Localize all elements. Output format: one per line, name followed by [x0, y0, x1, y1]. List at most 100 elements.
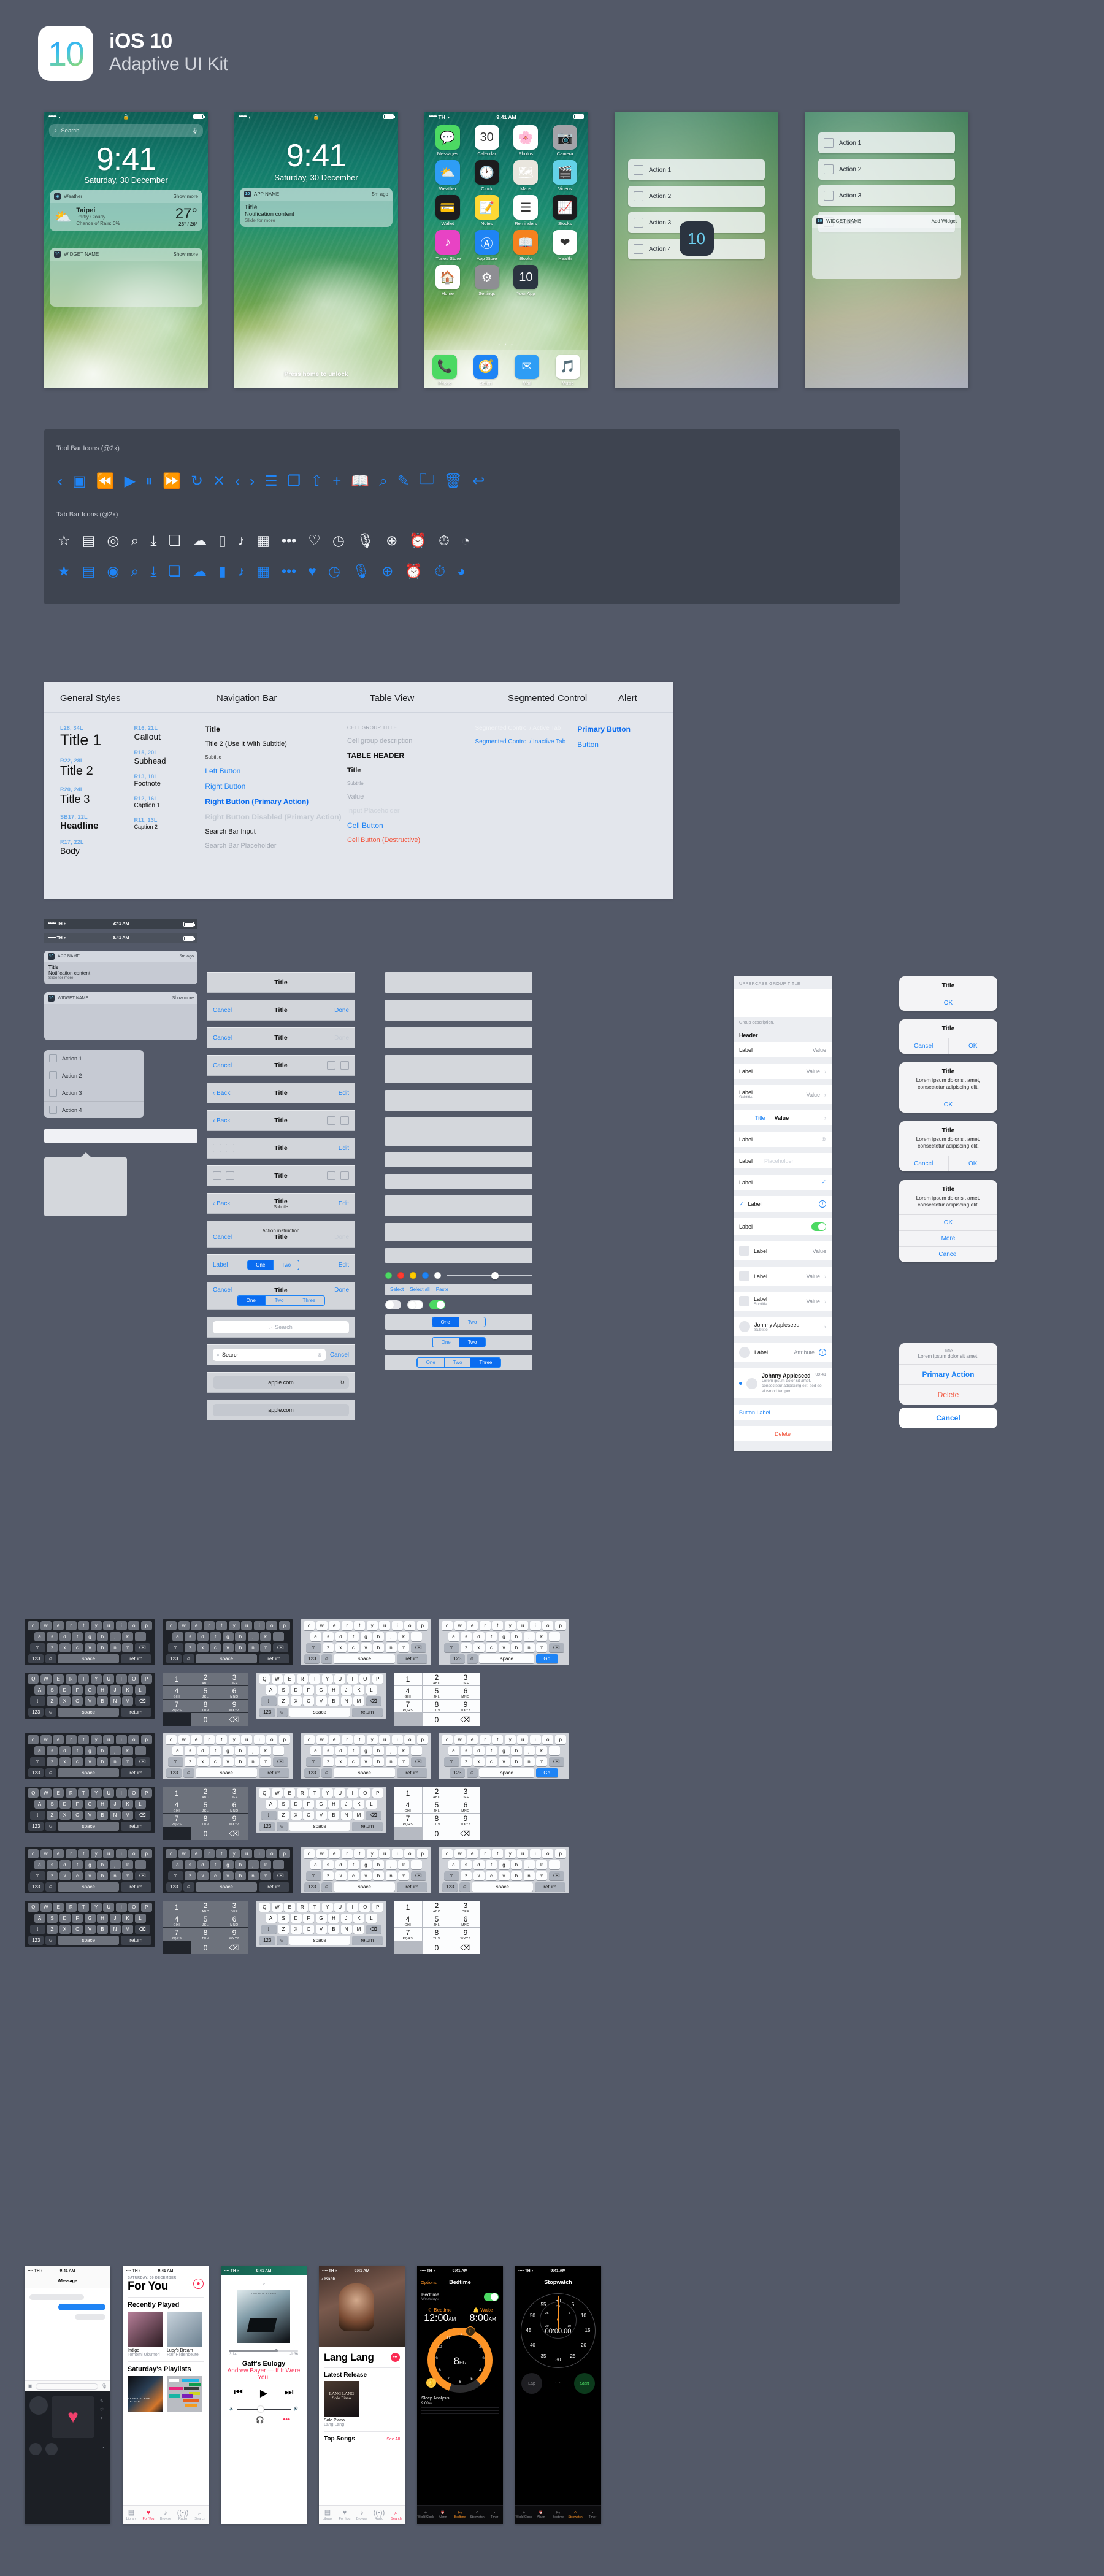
segment-three[interactable]: Three	[470, 1358, 501, 1367]
key-v[interactable]: v	[222, 1643, 234, 1652]
chevron-up-icon[interactable]: ⌃	[101, 2446, 105, 2452]
share-icon[interactable]: ⇧	[310, 473, 323, 489]
key-d[interactable]: d	[59, 1746, 71, 1755]
maps-icon[interactable]: 🗺	[513, 160, 539, 185]
home-app[interactable]: 📷 Camera	[545, 125, 585, 156]
key-R[interactable]: R	[296, 1674, 308, 1684]
key-O[interactable]: O	[359, 1674, 371, 1684]
home-app[interactable]: 🏠 Home	[428, 265, 467, 296]
album-item[interactable]: Lucy's Dream Ralf Hildenbeutel	[167, 2312, 202, 2357]
key-X[interactable]: X	[290, 1925, 302, 1934]
mic-icon[interactable]: 🎙	[190, 127, 198, 134]
backspace-key[interactable]: ⌫	[548, 1871, 564, 1880]
key-I[interactable]: I	[115, 1903, 127, 1912]
key-j[interactable]: j	[523, 1860, 535, 1869]
key-I[interactable]: I	[347, 1903, 358, 1912]
key-a[interactable]: a	[310, 1746, 321, 1755]
delete-button[interactable]: Delete	[899, 1384, 997, 1405]
key-M[interactable]: M	[353, 1811, 364, 1820]
key-g[interactable]: g	[498, 1860, 510, 1869]
numkey-6[interactable]: 6 MNO	[451, 1686, 480, 1699]
key-Y[interactable]: Y	[321, 1903, 333, 1912]
fire-icon[interactable]: ✦	[100, 2417, 104, 2421]
key-w[interactable]: w	[40, 1621, 52, 1630]
key-M[interactable]: M	[122, 1811, 133, 1820]
key-g[interactable]: g	[498, 1746, 510, 1755]
timer-icon[interactable]: ⏱	[434, 563, 446, 579]
key-t[interactable]: t	[492, 1849, 504, 1858]
toggle-off-light[interactable]	[407, 1300, 423, 1309]
key-k[interactable]: k	[536, 1746, 547, 1755]
key-x[interactable]: x	[59, 1871, 71, 1880]
key-e[interactable]: e	[467, 1735, 478, 1744]
ibooks-icon[interactable]: 📖	[513, 230, 539, 255]
stocks-icon[interactable]: 📈	[553, 195, 578, 220]
numkey-9[interactable]: 9 WXYZ	[220, 1700, 248, 1712]
key-a[interactable]: a	[172, 1746, 183, 1755]
key-i[interactable]: i	[115, 1621, 127, 1630]
key-V[interactable]: V	[315, 1925, 327, 1934]
key-y[interactable]: y	[90, 1621, 102, 1630]
key-p[interactable]: p	[278, 1849, 290, 1858]
nav-left-button[interactable]: ‹ Back	[213, 1117, 231, 1124]
key-M[interactable]: M	[353, 1925, 364, 1934]
cloud-icon[interactable]: ☁	[193, 532, 207, 548]
key-U[interactable]: U	[334, 1674, 346, 1684]
key-C[interactable]: C	[72, 1696, 83, 1706]
key-j[interactable]: j	[523, 1746, 535, 1755]
key-e[interactable]: e	[53, 1849, 64, 1858]
key-w[interactable]: w	[454, 1849, 466, 1858]
key-d[interactable]: d	[59, 1860, 71, 1869]
key-b[interactable]: b	[373, 1871, 384, 1880]
list-icon[interactable]: ☰	[264, 473, 278, 489]
key-e[interactable]: e	[191, 1621, 202, 1630]
show-more-button[interactable]: Show more	[173, 194, 198, 199]
key-t[interactable]: t	[492, 1735, 504, 1744]
key-u[interactable]: u	[379, 1621, 391, 1630]
emoji-key[interactable]: ☺	[276, 1708, 288, 1717]
key-N[interactable]: N	[109, 1925, 121, 1934]
cancel-button[interactable]: Cancel	[329, 1351, 349, 1359]
reminders-icon[interactable]: ☰	[513, 195, 539, 220]
tab-library[interactable]: ▤ Library	[123, 2506, 140, 2524]
key-v[interactable]: v	[222, 1871, 234, 1880]
numkey-1[interactable]: 1	[394, 1673, 422, 1685]
numkey-2[interactable]: 2 ABC	[423, 1787, 451, 1800]
key-E[interactable]: E	[284, 1903, 296, 1912]
key-k[interactable]: k	[122, 1632, 133, 1641]
numbers-key[interactable]: 123	[450, 1768, 466, 1777]
key-Z[interactable]: Z	[278, 1925, 289, 1934]
key-j[interactable]: j	[247, 1632, 259, 1641]
bedtime-handle[interactable]: ☾	[466, 2326, 475, 2336]
key-W[interactable]: W	[271, 1674, 283, 1684]
key-a[interactable]: a	[310, 1860, 321, 1869]
key-g[interactable]: g	[84, 1746, 96, 1755]
key-k[interactable]: k	[260, 1860, 271, 1869]
key-e[interactable]: e	[191, 1735, 202, 1744]
key-c[interactable]: c	[486, 1643, 497, 1652]
numkey-2[interactable]: 2 ABC	[423, 1673, 451, 1685]
close-icon[interactable]: ✕	[213, 473, 226, 489]
key-k[interactable]: k	[122, 1746, 133, 1755]
key-t[interactable]: t	[78, 1621, 90, 1630]
key-a[interactable]: a	[34, 1632, 45, 1641]
key-v[interactable]: v	[84, 1871, 96, 1880]
key-j[interactable]: j	[247, 1860, 259, 1869]
backspace-key[interactable]: ⌫	[134, 1925, 150, 1934]
key-U[interactable]: U	[103, 1903, 115, 1912]
key-L[interactable]: L	[134, 1800, 146, 1809]
numkey-4[interactable]: 4 GHI	[163, 1800, 191, 1813]
key-l[interactable]: l	[548, 1860, 560, 1869]
music-note-icon[interactable]: ♪	[237, 532, 245, 548]
show-more-button[interactable]: Show more	[172, 996, 194, 1000]
key-d[interactable]: d	[335, 1632, 347, 1641]
key-l[interactable]: l	[410, 1746, 422, 1755]
key-T[interactable]: T	[78, 1903, 90, 1912]
key-H[interactable]: H	[97, 1914, 108, 1923]
key-q[interactable]: q	[442, 1621, 453, 1630]
book-icon[interactable]: ❏	[168, 532, 182, 548]
key-i[interactable]: i	[529, 1849, 541, 1858]
key-z[interactable]: z	[185, 1757, 196, 1766]
key-y[interactable]: y	[366, 1849, 378, 1858]
numkey-7[interactable]: 7 PQRS	[163, 1814, 191, 1827]
